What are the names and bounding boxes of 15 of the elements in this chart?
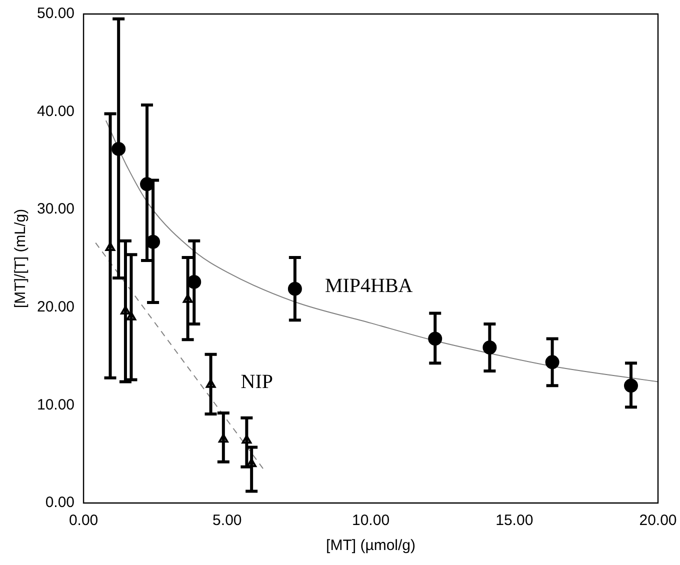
y-axis-title: [MT]/[T] (mL/g) — [12, 208, 30, 308]
x-tick-label: 5.00 — [212, 512, 242, 530]
x-tick-label: 10.00 — [352, 512, 390, 530]
x-axis-title: [MT] (µmol/g) — [326, 537, 416, 554]
x-tick-label: 20.00 — [639, 512, 677, 530]
y-tick-label: 0.00 — [45, 494, 75, 512]
series-label: NIP — [240, 370, 274, 393]
y-tick-label: 30.00 — [36, 200, 75, 218]
y-tick-label: 40.00 — [36, 102, 75, 120]
series-label: MIP4HBA — [324, 275, 414, 298]
y-tick-label: 50.00 — [36, 5, 75, 22]
y-tick-label: 20.00 — [36, 298, 75, 316]
x-tick-label: 15.00 — [496, 512, 534, 530]
x-tick-label: 0.00 — [68, 512, 98, 530]
y-tick-label: 10.00 — [36, 396, 75, 414]
